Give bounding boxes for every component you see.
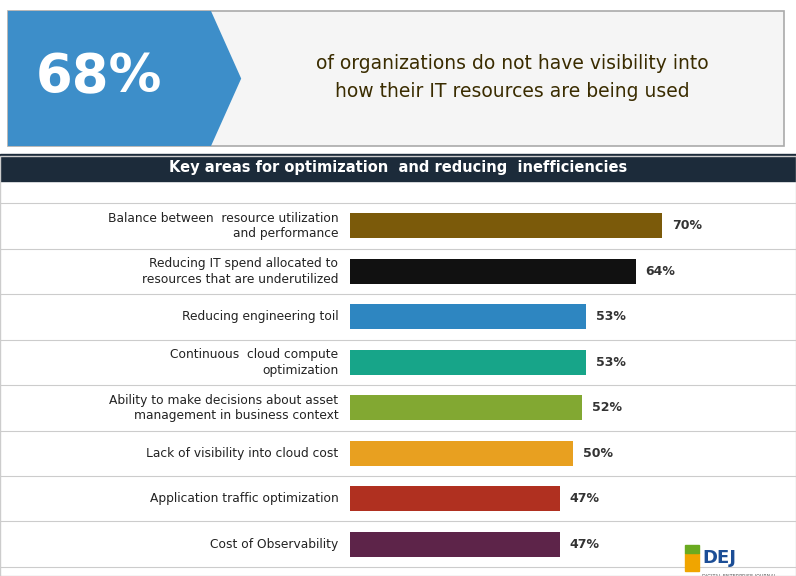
Text: 47%: 47%	[569, 492, 599, 505]
Text: Reducing IT spend allocated to
resources that are underutilized: Reducing IT spend allocated to resources…	[142, 257, 338, 286]
FancyBboxPatch shape	[8, 11, 784, 146]
Bar	[350, 214, 662, 238]
Text: Reducing engineering toil: Reducing engineering toil	[181, 310, 338, 323]
Bar	[350, 395, 582, 420]
Text: Cost of Observability: Cost of Observability	[210, 537, 338, 551]
Text: Application traffic optimization: Application traffic optimization	[150, 492, 338, 505]
Text: Key areas for optimization  and reducing  inefficiencies: Key areas for optimization and reducing …	[169, 160, 627, 175]
Text: Lack of visibility into cloud cost: Lack of visibility into cloud cost	[146, 447, 338, 460]
Text: 68%: 68%	[36, 52, 162, 104]
Bar	[350, 259, 635, 284]
Bar	[350, 304, 587, 329]
Bar	[0, 154, 796, 181]
Bar	[350, 350, 587, 375]
Text: 64%: 64%	[645, 265, 675, 278]
Text: Balance between  resource utilization
and performance: Balance between resource utilization and…	[107, 212, 338, 240]
Polygon shape	[211, 11, 241, 146]
Text: 52%: 52%	[591, 401, 622, 414]
Bar	[685, 554, 699, 571]
Bar	[350, 441, 573, 466]
Text: Continuous  cloud compute
optimization: Continuous cloud compute optimization	[170, 348, 338, 377]
Text: of organizations do not have visibility into
how their IT resources are being us: of organizations do not have visibility …	[316, 54, 709, 101]
Bar	[350, 486, 560, 511]
Text: 50%: 50%	[583, 447, 613, 460]
FancyBboxPatch shape	[8, 11, 211, 146]
Text: 70%: 70%	[672, 219, 702, 233]
Bar	[350, 532, 560, 556]
Text: 53%: 53%	[596, 356, 626, 369]
Text: 53%: 53%	[596, 310, 626, 323]
Text: DEJ: DEJ	[702, 549, 736, 567]
Text: DIGITAL ENTERPRISE JOURNAL: DIGITAL ENTERPRISE JOURNAL	[702, 574, 777, 576]
Text: 47%: 47%	[569, 537, 599, 551]
Text: Ability to make decisions about asset
management in business context: Ability to make decisions about asset ma…	[109, 393, 338, 422]
Bar	[685, 545, 699, 554]
